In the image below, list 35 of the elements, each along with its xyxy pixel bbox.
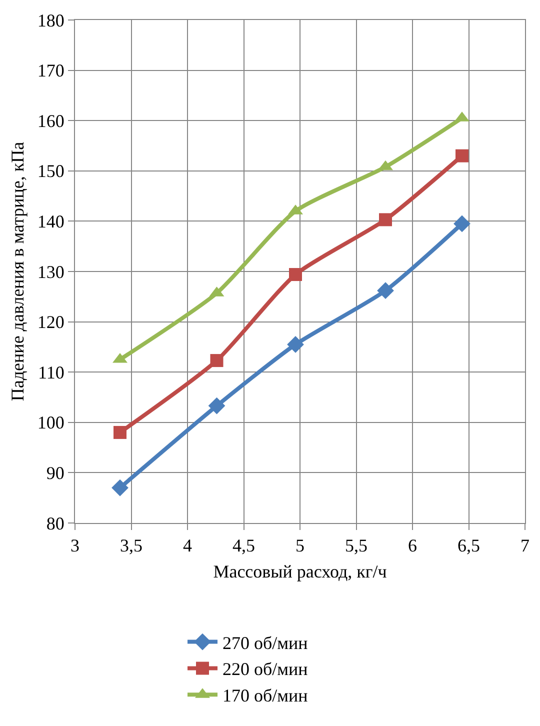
point	[287, 336, 304, 353]
y-tick-label: 140	[37, 212, 64, 232]
legend-label: 170 об/мин	[222, 686, 308, 706]
y-tick-label: 160	[37, 110, 64, 131]
y-tick-label: 120	[37, 312, 64, 332]
y-tick-label: 130	[37, 262, 64, 282]
point	[289, 268, 302, 282]
x-tick-label: 4,5	[232, 536, 255, 556]
legend-label: 220 об/мин	[222, 659, 308, 680]
x-tick-label: 4	[183, 536, 192, 556]
y-tick-label: 170	[37, 60, 64, 81]
y-tick-label: 80	[46, 513, 64, 534]
y-axis-title: Падение давления в матрице, кПа	[8, 142, 28, 402]
x-tick-label: 6	[408, 536, 417, 556]
y-tick-label: 110	[38, 362, 64, 382]
point	[208, 397, 226, 414]
point	[114, 426, 126, 439]
x-tick-label: 6,5	[458, 536, 480, 556]
x-tick-label: 3	[70, 536, 80, 556]
x-tick-label: 5,5	[345, 536, 368, 556]
y-tick-label: 180	[37, 10, 64, 30]
x-tick-label: 5	[296, 536, 304, 556]
point	[210, 354, 224, 368]
x-axis-title: Массовый расход, кг/ч	[213, 562, 387, 582]
point	[454, 215, 470, 232]
point	[456, 149, 468, 162]
x-tick-label: 3,5	[120, 536, 142, 556]
point	[377, 282, 394, 300]
y-tick-label: 90	[46, 463, 64, 483]
y-tick-label: 150	[37, 161, 64, 182]
point	[112, 479, 128, 496]
x-tick-label: 7	[520, 536, 530, 556]
y-tick-label: 100	[37, 412, 64, 433]
point	[379, 213, 392, 226]
legend-label: 270 об/мин	[222, 632, 308, 653]
